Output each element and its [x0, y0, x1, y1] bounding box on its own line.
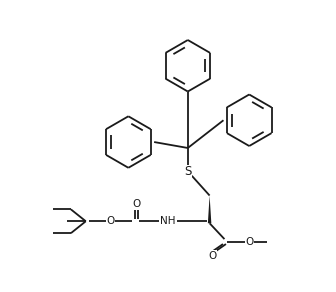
Text: NH: NH: [160, 216, 176, 226]
Text: O: O: [245, 237, 253, 247]
Text: O: O: [208, 251, 217, 261]
Text: O: O: [132, 199, 140, 209]
Polygon shape: [208, 196, 211, 223]
Text: O: O: [107, 216, 115, 226]
Text: S: S: [184, 165, 192, 178]
